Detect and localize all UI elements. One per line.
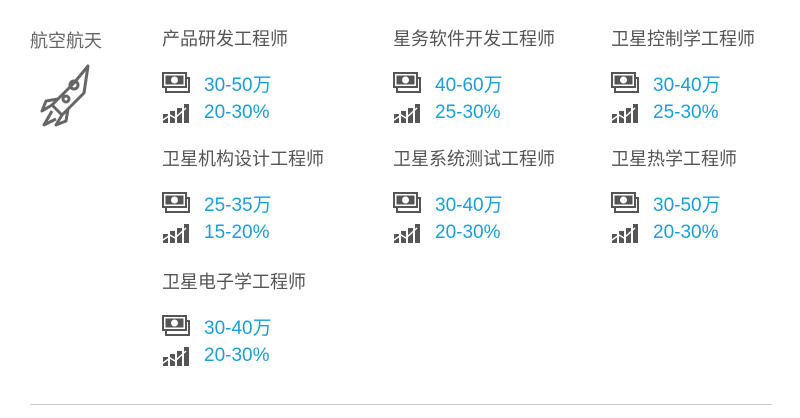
job-title: 产品研发工程师 [162,29,288,49]
salary-value: 30-40万 [653,74,721,96]
growth-value: 20-30% [204,345,270,366]
category-label: 航空航天 [30,31,102,51]
growth-chart-icon [162,347,189,366]
growth-value: 20-30% [435,222,501,243]
money-icon [162,72,190,93]
growth-chart-icon [611,104,638,123]
job-card: 卫星热学工程师 30-50万 20-30% [611,147,800,248]
salary-value: 40-60万 [435,74,503,96]
money-icon [162,315,190,336]
money-icon [162,192,190,213]
money-icon [611,192,639,213]
growth-chart-icon [162,104,189,123]
job-title: 卫星电子学工程师 [162,272,306,292]
growth-chart-icon [393,104,420,123]
growth-value: 20-30% [204,102,270,123]
salary-value: 30-40万 [204,317,272,339]
job-title: 卫星热学工程师 [611,149,737,169]
salary-value: 30-50万 [204,74,272,96]
job-card: 卫星电子学工程师 30-40万 20-30% [162,270,382,371]
rocket-icon [40,64,90,127]
growth-value: 20-30% [653,222,719,243]
divider [30,404,772,405]
job-card: 卫星机构设计工程师 25-35万 15-20% [162,147,382,248]
growth-value: 25-30% [435,102,501,123]
growth-chart-icon [162,224,189,243]
growth-chart-icon [611,224,638,243]
salary-value: 30-40万 [435,194,503,216]
salary-value: 25-35万 [204,194,272,216]
job-card: 星务软件开发工程师 40-60万 25-30% [393,27,613,128]
job-card: 产品研发工程师 30-50万 20-30% [162,27,382,128]
growth-value: 15-20% [204,222,270,243]
job-title: 卫星系统测试工程师 [393,149,555,169]
money-icon [393,192,421,213]
job-title: 卫星机构设计工程师 [162,149,324,169]
growth-chart-icon [393,224,420,243]
salary-value: 30-50万 [653,194,721,216]
money-icon [611,72,639,93]
job-title: 卫星控制学工程师 [611,29,755,49]
job-title: 星务软件开发工程师 [393,29,555,49]
job-card: 卫星控制学工程师 30-40万 25-30% [611,27,800,128]
money-icon [393,72,421,93]
job-card: 卫星系统测试工程师 30-40万 20-30% [393,147,613,248]
growth-value: 25-30% [653,102,719,123]
